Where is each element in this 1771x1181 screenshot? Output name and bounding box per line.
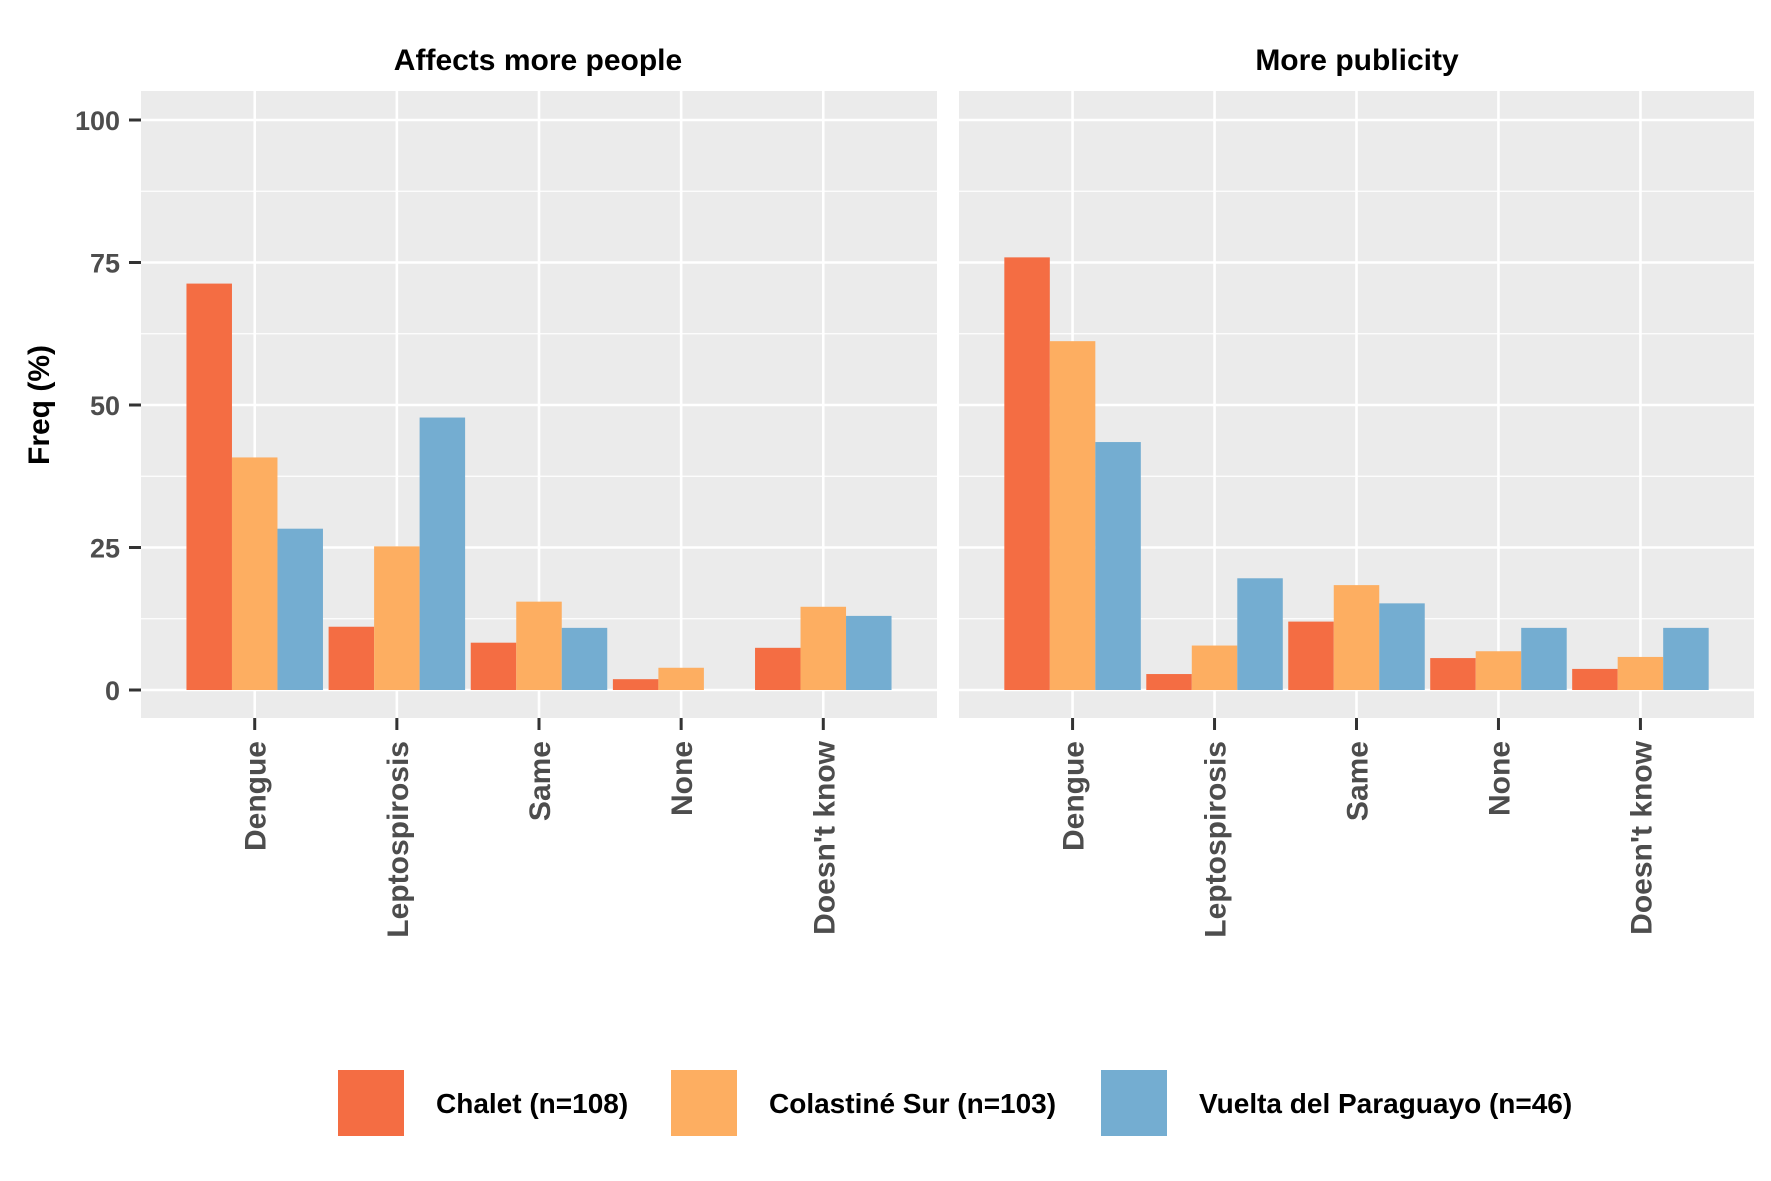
x-tick-label-none: None (1483, 741, 1516, 816)
bar-2-same-series-1 (1288, 621, 1334, 690)
panel-title-1: Affects more people (394, 44, 682, 77)
legend-label-1: Chalet (n=108) (436, 1088, 628, 1119)
bar-2-leptospirosis-series-2 (1191, 645, 1238, 690)
panel-title-2: More publicity (1255, 44, 1459, 77)
legend-key-1 (336, 1068, 406, 1138)
bar-1-dengue-series-1 (186, 283, 232, 690)
bar-1-same-series-3 (561, 627, 608, 690)
bar-1-same-series-1 (470, 642, 517, 690)
legend-key-2 (669, 1068, 739, 1138)
bar-2-leptospirosis-series-1 (1146, 674, 1192, 690)
bar-1-leptospirosis-series-3 (419, 417, 466, 690)
bar-1-none-series-1 (612, 679, 659, 690)
x-tick-label-same: Same (1342, 741, 1375, 821)
bar-2-doesn-t-know-series-3 (1663, 627, 1709, 690)
bar-1-dengue-series-2 (231, 457, 278, 690)
y-tick-label-75: 75 (90, 249, 120, 279)
bar-2-dengue-series-2 (1049, 341, 1096, 690)
x-tick-label-doesn-t-know: Doesn't know (1625, 740, 1658, 934)
legend-label-2: Colastiné Sur (n=103) (769, 1088, 1056, 1119)
y-axis-label: Freq (%) (23, 345, 56, 465)
legend-key-3 (1099, 1068, 1169, 1138)
bar-2-doesn-t-know-series-2 (1617, 656, 1664, 690)
bar-1-doesn-t-know-series-2 (800, 606, 847, 690)
legend-label-3: Vuelta del Paraguayo (n=46) (1199, 1088, 1572, 1119)
bar-1-leptospirosis-series-2 (374, 546, 420, 690)
bar-2-same-series-3 (1379, 603, 1425, 690)
bar-1-leptospirosis-series-1 (328, 626, 375, 690)
x-tick-label-leptospirosis: Leptospirosis (382, 741, 415, 938)
bar-1-dengue-series-3 (277, 528, 323, 690)
x-tick-label-leptospirosis: Leptospirosis (1200, 741, 1233, 938)
bar-1-doesn-t-know-series-1 (755, 647, 801, 690)
bar-2-leptospirosis-series-3 (1237, 578, 1283, 690)
y-tick-label-25: 25 (90, 534, 120, 564)
x-tick-label-dengue: Dengue (1058, 741, 1091, 851)
bar-2-none-series-3 (1521, 627, 1567, 690)
bar-2-same-series-2 (1333, 585, 1380, 690)
x-tick-label-dengue: Dengue (240, 741, 273, 851)
y-tick-label-0: 0 (105, 676, 120, 706)
x-tick-label-none: None (666, 741, 699, 816)
x-tick-label-same: Same (524, 741, 557, 821)
bar-2-none-series-2 (1475, 651, 1522, 690)
bar-1-doesn-t-know-series-3 (846, 615, 892, 690)
y-tick-label-100: 100 (75, 106, 120, 136)
y-tick-label-50: 50 (90, 391, 120, 421)
bar-2-dengue-series-1 (1004, 257, 1050, 690)
bar-1-same-series-2 (516, 601, 562, 690)
bar-2-doesn-t-know-series-1 (1572, 668, 1618, 690)
bar-1-none-series-2 (658, 667, 704, 690)
bar-2-none-series-1 (1430, 658, 1476, 690)
bar-2-dengue-series-3 (1095, 442, 1141, 690)
x-tick-label-doesn-t-know: Doesn't know (808, 740, 841, 934)
